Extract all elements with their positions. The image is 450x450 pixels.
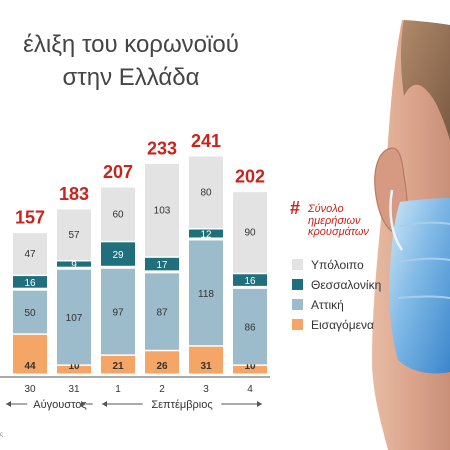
hair-shape (401, 20, 450, 140)
data-label-thessaloniki-2: 17 (156, 260, 168, 271)
data-label-attica-31: 107 (66, 313, 83, 324)
data-label-attica-4: 86 (244, 323, 256, 334)
data-label-attica-30: 50 (24, 308, 36, 319)
legend-title: # Σύνολο ημερήσιων κρουσμάτων (288, 198, 386, 239)
bar-segment-thessaloniki-30 (13, 276, 47, 288)
bar-segment-thessaloniki-3 (189, 229, 223, 238)
legend-swatch-thessaloniki (292, 279, 303, 291)
mask-shape (389, 198, 450, 374)
bar-segment-thessaloniki-31 (57, 261, 91, 267)
chart-title-line-1: έλιξη του κορωνοϊού (23, 31, 239, 58)
data-label-attica-1: 97 (112, 308, 124, 319)
bar-segment-attica-3 (189, 240, 223, 346)
total-label-2: 233 (147, 138, 177, 158)
total-label-31: 183 (59, 184, 89, 204)
month-label-august: Αύγουστος (33, 399, 86, 411)
bar-segment-attica-31 (57, 269, 91, 365)
data-label-imported-4: 10 (244, 361, 256, 372)
bar-segment-attica-2 (145, 273, 179, 350)
tick-label-4: 4 (247, 384, 253, 395)
bars-layer: 44 50 16 47 157 10 107 9 57 183 21 97 29 60 207 26 87 17 1… (13, 131, 267, 374)
data-label-thessaloniki-31: 9 (71, 260, 77, 271)
data-label-attica-3: 118 (198, 289, 214, 300)
bar-segment-imported-1 (101, 355, 135, 374)
data-label-remaining-30: 47 (24, 249, 36, 260)
bar-segment-thessaloniki-4 (233, 274, 267, 286)
data-label-imported-3: 31 (200, 361, 212, 372)
month-label-september-arrow-left (102, 401, 107, 407)
tick-label-3: 3 (203, 384, 209, 395)
chart-title-line-2: στην Ελλάδα (62, 64, 200, 91)
hash-symbol: # (290, 198, 301, 218)
month-label-august-arrow-left (6, 401, 11, 407)
month-label-september-arrow-right (257, 401, 262, 407)
legend-swatch-attica (292, 299, 303, 311)
data-label-remaining-3: 80 (200, 188, 212, 199)
bar-segment-remaining-30 (13, 233, 47, 275)
legend-item-thessaloniki: Θεσσαλονίκη (292, 276, 382, 292)
legend-item-remaining: Υπόλοιπο (292, 256, 364, 272)
legend-label-thessaloniki: Θεσσαλονίκη (311, 277, 382, 292)
bar-segment-remaining-2 (145, 163, 179, 257)
total-label-30: 157 (15, 208, 45, 228)
month-label-september: Σεπτέμβριος (151, 399, 212, 411)
ear-loop (389, 189, 404, 251)
bar-segment-attica-1 (101, 268, 135, 355)
data-label-imported-31: 10 (68, 361, 80, 372)
tick-label-1: 1 (115, 384, 121, 395)
bar-segment-remaining-1 (101, 187, 135, 241)
legend-label-attica: Αττική (311, 297, 344, 312)
data-label-remaining-31: 57 (68, 230, 80, 241)
bar-segment-attica-4 (233, 288, 267, 365)
data-label-imported-30: 44 (24, 361, 36, 372)
bar-segment-remaining-31 (57, 209, 91, 260)
data-label-thessaloniki-1: 29 (112, 250, 124, 261)
legend: # Σύνολο ημερήσιων κρουσμάτων Υπόλοιπο Θ… (288, 198, 408, 331)
data-label-remaining-2: 103 (154, 205, 171, 216)
legend-swatch-remaining (292, 259, 303, 271)
bar-segment-attica-30 (13, 290, 47, 334)
bar-segment-remaining-3 (189, 156, 223, 229)
tick-label-30: 30 (24, 384, 36, 395)
x-axis: 30 31 1 2 3 4 Αύγουστος Σεπτέμβριος (0, 376, 270, 411)
total-label-3: 241 (191, 131, 221, 151)
source-note: ς (0, 432, 3, 438)
total-label-1: 207 (103, 162, 133, 182)
data-label-remaining-4: 90 (244, 228, 256, 239)
bar-segment-imported-31 (57, 365, 91, 374)
legend-label-imported: Εισαγόμενα (311, 317, 374, 332)
legend-item-imported: Εισαγόμενα (292, 316, 374, 332)
data-label-thessaloniki-3: 12 (200, 230, 212, 241)
data-label-thessaloniki-30: 16 (24, 278, 36, 289)
tick-label-2: 2 (159, 384, 165, 395)
data-label-thessaloniki-4: 16 (244, 276, 256, 287)
bar-segment-imported-4 (233, 365, 267, 374)
data-label-attica-2: 87 (156, 308, 168, 319)
bar-segment-thessaloniki-2 (145, 257, 179, 271)
chart-title: έλιξη του κορωνοϊού στην Ελλάδα (0, 28, 262, 94)
legend-title-text: Σύνολο ημερήσιων κρουσμάτων (308, 203, 369, 238)
bar-segment-imported-3 (189, 346, 223, 374)
bar-segment-imported-30 (13, 334, 47, 374)
legend-item-attica: Αττική (292, 296, 344, 312)
month-label-august-arrow-right (81, 401, 86, 407)
tick-label-31: 31 (68, 384, 80, 395)
data-label-remaining-1: 60 (112, 209, 124, 220)
bar-segment-thessaloniki-1 (101, 242, 135, 266)
data-label-imported-2: 26 (156, 361, 168, 372)
bar-segment-imported-2 (145, 351, 179, 374)
legend-swatch-imported (292, 319, 303, 331)
data-label-imported-1: 21 (112, 361, 124, 372)
bar-segment-remaining-4 (233, 192, 267, 273)
total-label-4: 202 (235, 167, 265, 187)
legend-label-remaining: Υπόλοιπο (311, 257, 364, 272)
